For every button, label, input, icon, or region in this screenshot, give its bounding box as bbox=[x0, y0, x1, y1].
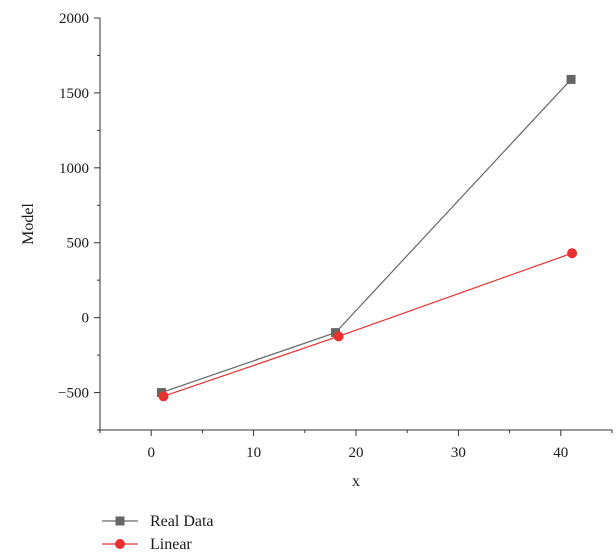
legend: Real Data Linear bbox=[102, 513, 214, 553]
series-layer bbox=[156, 74, 578, 402]
legend-label: Linear bbox=[150, 536, 192, 553]
data-point-linear bbox=[333, 331, 344, 342]
series-line-real-data bbox=[161, 79, 572, 394]
data-point-linear bbox=[158, 391, 169, 402]
x-tick-label: 0 bbox=[147, 445, 155, 461]
y-tick-label: 1000 bbox=[59, 161, 89, 177]
x-tick-label: 30 bbox=[451, 445, 466, 461]
axes bbox=[99, 18, 612, 431]
data-point-linear bbox=[567, 248, 578, 259]
x-ticks: 0 10 20 30 40 bbox=[99, 430, 613, 461]
y-axis-title: Model bbox=[20, 203, 37, 245]
legend-marker bbox=[115, 516, 125, 526]
y-ticks: −500 0 500 1000 1500 2000 bbox=[58, 11, 100, 431]
y-tick-label: 500 bbox=[67, 236, 90, 252]
x-tick-label: 20 bbox=[349, 445, 364, 461]
series-real-data bbox=[156, 74, 576, 398]
series-line-linear bbox=[163, 252, 573, 397]
legend-entry-linear: Linear bbox=[102, 536, 192, 553]
x-axis-title: x bbox=[352, 473, 360, 490]
series-linear bbox=[158, 248, 578, 402]
data-point-real-data bbox=[566, 74, 576, 84]
x-tick-label: 40 bbox=[553, 445, 568, 461]
y-tick-label: 0 bbox=[82, 311, 90, 327]
y-tick-label: 2000 bbox=[59, 11, 89, 27]
y-tick-label: −500 bbox=[58, 386, 89, 402]
legend-entry-real-data: Real Data bbox=[102, 513, 214, 530]
legend-label: Real Data bbox=[150, 513, 214, 530]
x-tick-label: 10 bbox=[246, 445, 261, 461]
y-tick-label: 1500 bbox=[59, 86, 89, 102]
legend-marker bbox=[115, 539, 125, 549]
